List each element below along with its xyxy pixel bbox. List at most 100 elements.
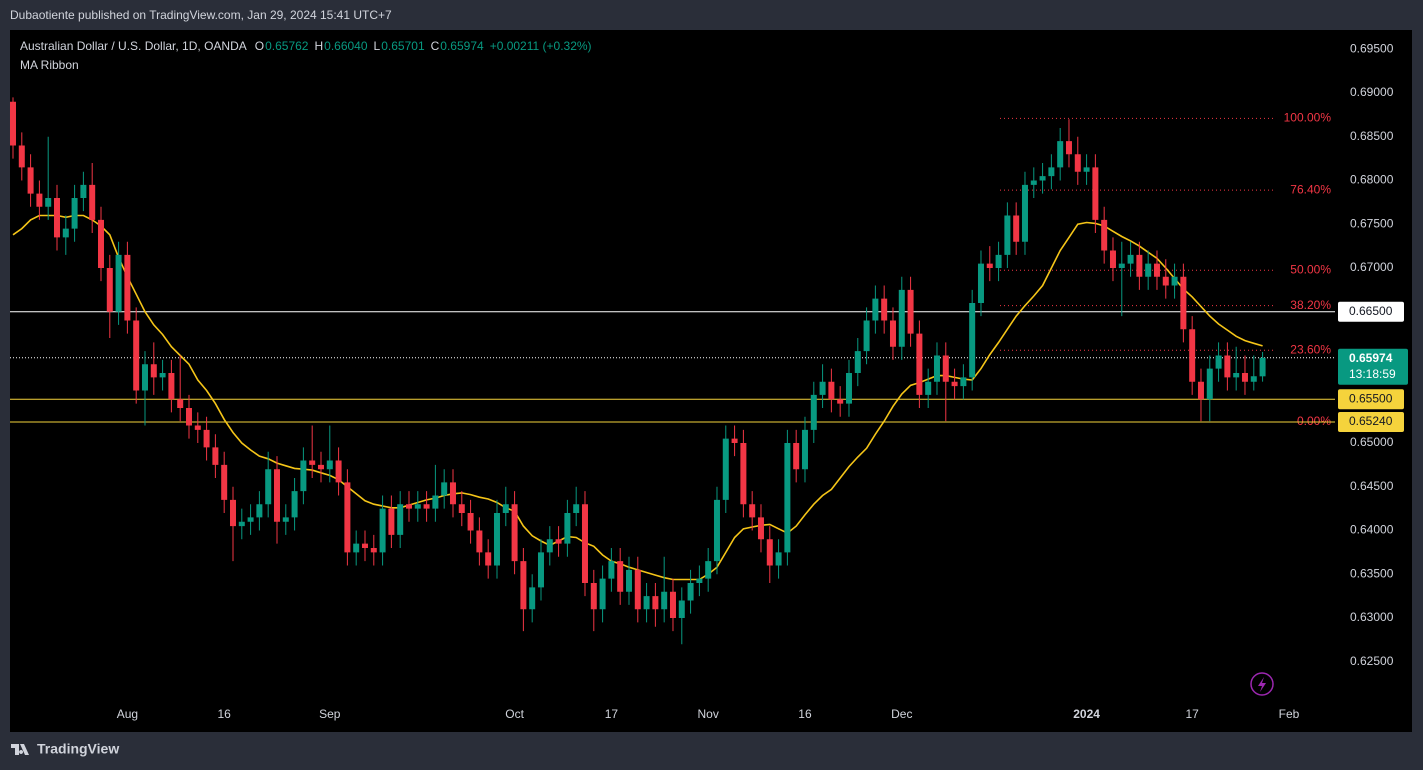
candle-body [608, 561, 615, 579]
candle-body [53, 198, 60, 238]
candle-body [458, 504, 465, 513]
candle-body [713, 499, 720, 562]
ohlc-value: 0.65762 [265, 39, 309, 53]
candle-body [273, 469, 280, 522]
candle-body [511, 504, 518, 562]
fib-label: 50.00% [1290, 262, 1331, 276]
candle-body [1004, 215, 1011, 255]
candle-body [889, 320, 896, 347]
y-tick-label: 0.69000 [1350, 85, 1394, 99]
x-tick-label: 17 [1185, 707, 1199, 721]
alert-icon[interactable] [1250, 672, 1274, 696]
last-price-label: 0.65974 [1349, 351, 1393, 365]
candle-body [696, 578, 703, 583]
candle-body [177, 399, 184, 408]
indicator-name: MA Ribbon [20, 58, 79, 72]
candle-body [361, 543, 368, 548]
x-tick-label: Nov [698, 707, 719, 721]
last-price-box [1338, 348, 1408, 385]
candle-body [1048, 167, 1055, 177]
candle-body [229, 499, 236, 527]
x-tick-label: Oct [505, 707, 524, 721]
candle-body [18, 145, 25, 168]
candle-body [467, 513, 474, 531]
candle-body [1224, 355, 1231, 378]
candle-body [643, 596, 650, 610]
candle-body [203, 429, 210, 448]
candle-body [9, 101, 16, 146]
candle-body [221, 464, 228, 500]
y-tick-label: 0.67500 [1350, 216, 1394, 230]
candle-body [1171, 276, 1178, 286]
price-label: 0.65240 [1349, 414, 1393, 428]
candle-body [793, 443, 800, 470]
candle-body [80, 184, 87, 198]
candle-body [159, 373, 166, 378]
brand-logo [11, 744, 29, 755]
candle-body [749, 504, 756, 518]
candle-body [502, 504, 509, 513]
candle-body [353, 543, 360, 553]
fib-label: 23.60% [1290, 342, 1331, 356]
candle-body [265, 469, 272, 505]
countdown: 13:18:59 [1349, 367, 1396, 381]
candle-body [775, 552, 782, 566]
y-tick-label: 0.64000 [1350, 523, 1394, 537]
candle-body [634, 569, 641, 610]
candle-body [599, 578, 606, 610]
candle-body [1250, 376, 1257, 382]
fib-label: 100.00% [1284, 111, 1332, 125]
candle-body [916, 333, 923, 395]
candle-body [194, 425, 201, 430]
price-label: 0.66500 [1349, 304, 1393, 318]
candle-body [564, 513, 571, 544]
price-label-box [1338, 389, 1404, 410]
candle-body [115, 254, 122, 312]
price-label-box [1338, 301, 1404, 322]
candle-body [71, 198, 78, 229]
candle-body [185, 408, 192, 426]
candle-body [124, 254, 131, 321]
candle-body [766, 539, 773, 566]
candle-body [1030, 180, 1037, 185]
y-tick-label: 0.69500 [1350, 41, 1394, 55]
candle-body [687, 583, 694, 601]
candle-body [731, 438, 738, 443]
candle-body [960, 377, 967, 387]
candle-body [590, 583, 597, 610]
candle-body [845, 373, 852, 404]
change: +0.00211 (+0.32%) [490, 39, 592, 53]
candle-body [388, 508, 395, 535]
candle-body [344, 482, 351, 553]
y-tick-label: 0.64500 [1350, 479, 1394, 493]
candle-body [933, 355, 940, 382]
candle-body [1180, 276, 1187, 330]
candle-body [617, 561, 624, 592]
y-tick-label: 0.68500 [1350, 129, 1394, 143]
y-tick-label: 0.67000 [1350, 260, 1394, 274]
candle-body [881, 298, 888, 321]
candle-body [1145, 263, 1152, 277]
candle-body [423, 504, 430, 509]
candle-body [1101, 219, 1108, 251]
candle-body [872, 298, 879, 321]
ohlc-key: H [314, 39, 323, 53]
candle-body [669, 591, 676, 618]
candle-body [1039, 176, 1046, 181]
candle-body [537, 552, 544, 588]
candle-body [573, 504, 580, 513]
candle-body [1241, 373, 1248, 382]
ohlc-key: L [374, 39, 381, 53]
candle-body [678, 600, 685, 618]
candle-body [485, 552, 492, 566]
candle-body [379, 508, 386, 553]
candle-body [1118, 263, 1125, 268]
candle-body [300, 460, 307, 492]
candle-body [1153, 263, 1160, 277]
candle-body [476, 530, 483, 553]
candle-body [661, 591, 668, 610]
brand: TradingView [37, 741, 119, 757]
candle-body [150, 364, 157, 378]
candle-body [1197, 381, 1204, 400]
legend: Australian Dollar / U.S. Dollar, 1D, OAN… [20, 39, 592, 72]
